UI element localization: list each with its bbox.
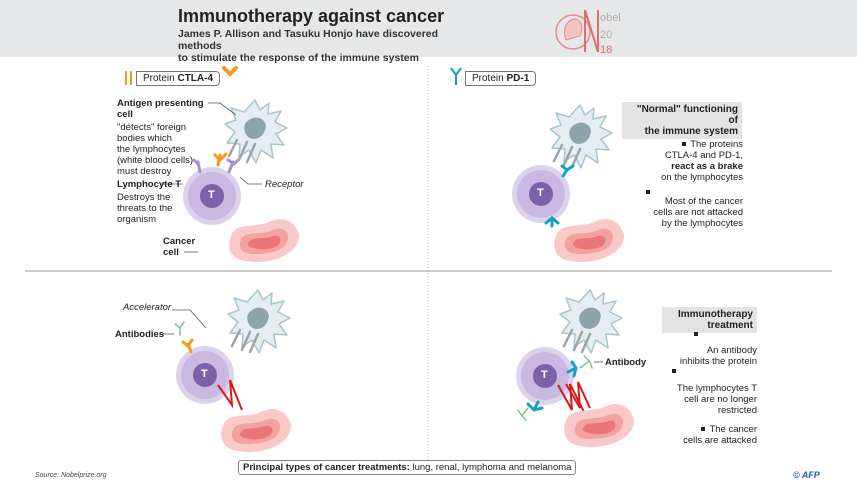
q4-cancer-cell: [564, 404, 635, 447]
page-subtitle: James P. Allison and Tasuku Honjo have d…: [178, 28, 478, 64]
ctla4-protein-tag: Protein CTLA-4: [136, 71, 221, 86]
treatments-label: Principal types of cancer treatments:: [243, 462, 410, 473]
q1-cancer-cell: [229, 219, 300, 262]
q2-bullet-2: Most of the cancer cells are not attacked…: [653, 196, 743, 229]
afp-credit: © AFP: [793, 470, 820, 480]
q3-antibodies: [174, 321, 194, 354]
logo-year-bottom: 18: [600, 44, 612, 56]
antibody-label: Antibody: [605, 357, 647, 368]
immunotherapy-box: Immunotherapy treatment: [662, 307, 757, 333]
logo-year-top: 20: [600, 29, 612, 41]
header-band: [0, 0, 857, 57]
tag-prefix: Protein: [143, 73, 175, 84]
q2-pd1-receptors: [544, 164, 575, 228]
tag-name: PD-1: [506, 73, 530, 84]
accelerator-label: Accelerator: [123, 302, 172, 313]
nobel-logo: obel 20 18: [555, 9, 621, 56]
q3-dendritic-cell: [227, 289, 291, 354]
source-note: Source: Nobelprize.org: [35, 472, 107, 479]
q1-dendritic-cell: [224, 99, 288, 164]
q1-receptors: [192, 152, 240, 174]
q1-leader-lines: [160, 102, 262, 253]
ctla4-icon: [125, 71, 132, 85]
ctla4-shape-icon: [222, 66, 238, 77]
apc-description: "détects" foreign bodies which the lymphoc…: [117, 122, 194, 177]
q2-bullet-1: The proteins CTLA-4 and PD-1, react as a b…: [661, 139, 743, 183]
q3-attack-arrow-icon: [217, 379, 243, 411]
t-cell-letter: T: [208, 189, 215, 201]
t-cell-letter: T: [537, 187, 544, 199]
bullet-marker: [694, 332, 698, 336]
tag-prefix: Protein: [472, 73, 504, 84]
lymphocyte-title: Lymphocyte T: [117, 179, 182, 190]
page-title: Immunotherapy against cancer: [178, 6, 445, 26]
bullet-marker: [646, 190, 650, 194]
q3-leader-lines: [163, 309, 207, 335]
antibodies-label: Antibodies: [115, 329, 165, 340]
subtitle-line: to stimulate the response of the immune …: [178, 52, 419, 64]
q4-attack-arrows-icon: [557, 381, 591, 413]
apc-title: Antigen presenting cell: [117, 98, 204, 120]
q3-cancer-cell: [221, 409, 292, 452]
pd1-protein-tag: Protein PD-1: [465, 71, 537, 86]
subtitle-line: James P. Allison and Tasuku Honjo have d…: [178, 28, 439, 52]
treatments-box: Principal types of cancer treatments: lu…: [238, 460, 577, 475]
t-cell-letter: T: [541, 369, 548, 381]
cancer-cell-label: Cancer cell: [163, 236, 196, 258]
treatments-value: lung, renal, lymphoma and melanoma: [412, 462, 572, 473]
bullet-marker: [672, 369, 676, 373]
pd1-icon: [450, 67, 462, 85]
q4-antibodies: [517, 355, 593, 421]
t-cell-letter: T: [201, 368, 208, 380]
tag-name: CTLA-4: [177, 73, 214, 84]
logo-word: obel: [600, 12, 621, 24]
q2-cancer-cell: [554, 219, 625, 262]
q2-dendritic-cell: [549, 104, 613, 169]
q4-bullet-3: The cancer cells are attacked: [683, 424, 757, 446]
q4-bullet-1: An antibody inhibits the protein: [679, 345, 757, 367]
q4-dendritic-cell: [559, 289, 623, 354]
normal-functioning-box: "Normal" functioning of the immune system: [622, 102, 742, 139]
lymphocyte-description: Destroys the threats to the organism: [117, 192, 173, 225]
receptor-label: Receptor: [265, 179, 304, 190]
